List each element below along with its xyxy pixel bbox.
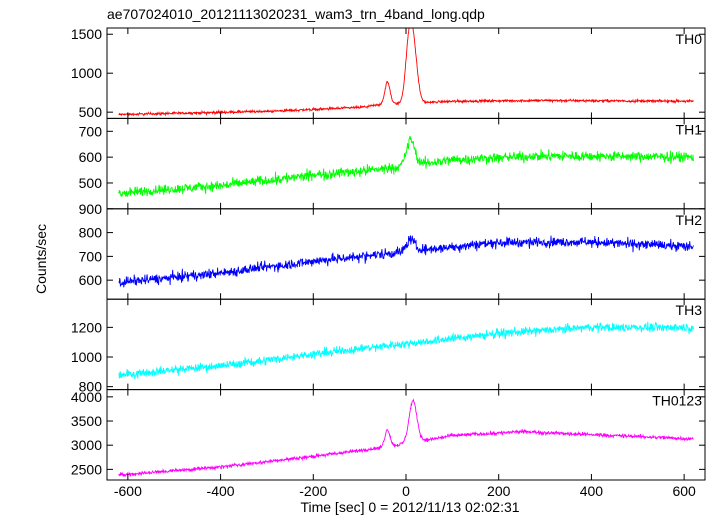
y-tick-label: 600 xyxy=(79,272,103,288)
y-tick-label: 3000 xyxy=(71,437,102,453)
panels-group: TH0 500 1000 1500 TH1 500 600 700 TH2 600 700 800 90… xyxy=(71,26,706,499)
y-tick-label: 1000 xyxy=(71,349,102,365)
panel-th0123: TH0123 2500 3000 3500 4000 xyxy=(71,389,706,481)
panel-frame xyxy=(106,208,706,300)
series-line-th3 xyxy=(118,321,694,380)
series-line-th1 xyxy=(118,135,694,198)
y-tick-label: 1000 xyxy=(71,65,102,81)
panel-name: TH0123 xyxy=(652,393,702,409)
chart-title: ae707024010_20121113020231_wam3_trn_4ban… xyxy=(107,6,485,22)
x-tick-labels: -600 -400 -200 0 200 400 600 xyxy=(114,483,696,499)
y-tick-label: 800 xyxy=(79,225,103,241)
x-tick-label: 400 xyxy=(580,483,604,499)
panel-name: TH3 xyxy=(676,302,703,318)
panel-th2: TH2 600 700 800 900 xyxy=(79,201,706,300)
y-tick-label: 900 xyxy=(79,201,103,217)
y-tick-label: 700 xyxy=(79,123,103,139)
y-tick-label: 2500 xyxy=(71,461,102,477)
panel-name: TH2 xyxy=(676,212,703,228)
y-tick-label: 1500 xyxy=(71,26,102,42)
y-tick-label: 500 xyxy=(79,104,103,120)
y-tick-label: 1200 xyxy=(71,319,102,335)
y-tick-label: 700 xyxy=(79,248,103,264)
panel-name: TH1 xyxy=(676,121,703,137)
x-axis-label: Time [sec] 0 = 2012/11/13 02:02:31 xyxy=(300,499,519,515)
x-tick-label: 200 xyxy=(487,483,511,499)
series-line-th2 xyxy=(118,234,694,288)
y-tick-label: 3500 xyxy=(71,413,102,429)
panel-name: TH0 xyxy=(676,31,703,47)
x-tick-label: -600 xyxy=(114,483,142,499)
series-line-th0123 xyxy=(118,398,694,478)
x-tick-label: -400 xyxy=(207,483,235,499)
y-tick-label: 800 xyxy=(79,379,103,395)
series-line-th0 xyxy=(118,27,694,117)
panel-frame xyxy=(106,27,706,119)
x-tick-label: 600 xyxy=(672,483,696,499)
panel-frame xyxy=(106,117,706,210)
x-tick-label: -200 xyxy=(299,483,327,499)
y-tick-label: 600 xyxy=(79,149,103,165)
y-tick-label: 4000 xyxy=(71,389,102,405)
panel-th3: TH3 800 1000 1200 xyxy=(71,298,706,395)
x-tick-label: 0 xyxy=(402,483,410,499)
panel-th1: TH1 500 600 700 xyxy=(79,117,706,210)
y-axis-label: Counts/sec xyxy=(33,224,49,294)
y-tick-label: 500 xyxy=(79,175,103,191)
panel-th0: TH0 500 1000 1500 xyxy=(71,26,706,120)
